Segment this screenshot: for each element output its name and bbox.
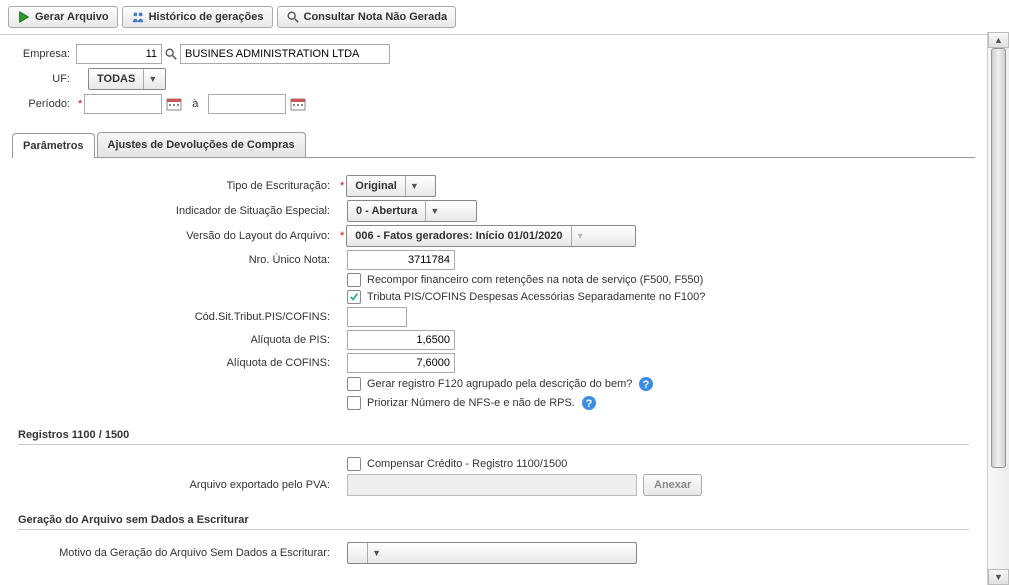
aliq-cofins-label: Alíquota de COFINS: xyxy=(18,357,338,369)
scroll-up-arrow[interactable]: ▲ xyxy=(988,32,1009,48)
search-icon xyxy=(286,10,300,24)
tributa-checkbox[interactable] xyxy=(347,290,361,304)
arquivo-pva-field xyxy=(347,474,637,496)
versao-dropdown[interactable]: 006 - Fatos geradores: Início 01/01/2020… xyxy=(346,225,636,247)
tab-parametros[interactable]: Parâmetros xyxy=(12,133,95,158)
compensar-checkbox[interactable] xyxy=(347,457,361,471)
calendar-icon[interactable] xyxy=(166,96,182,112)
uf-label: UF: xyxy=(12,73,70,85)
section-geracao-title: Geração do Arquivo sem Dados a Escritura… xyxy=(18,514,969,530)
consultar-button[interactable]: Consultar Nota Não Gerada xyxy=(277,6,457,28)
tab-ajustes[interactable]: Ajustes de Devoluções de Compras xyxy=(97,132,306,157)
content: Empresa: UF: TODAS ▼ Período: * à Parâme… xyxy=(0,32,987,585)
vertical-scrollbar[interactable]: ▲ ▼ xyxy=(987,32,1009,585)
help-icon[interactable]: ? xyxy=(638,376,654,392)
tributa-label: Tributa PIS/COFINS Despesas Acessórias S… xyxy=(367,291,705,303)
svg-text:?: ? xyxy=(643,379,650,391)
versao-value: 006 - Fatos geradores: Início 01/01/2020 xyxy=(355,230,562,242)
gerar-arquivo-label: Gerar Arquivo xyxy=(35,11,109,23)
tab-parametros-label: Parâmetros xyxy=(23,140,84,152)
empresa-code-input[interactable] xyxy=(76,44,162,64)
cod-sit-label: Cód.Sit.Tribut.PIS/COFINS: xyxy=(18,311,338,323)
help-icon[interactable]: ? xyxy=(581,395,597,411)
required-marker: * xyxy=(340,180,344,192)
tipo-escrituracao-value: Original xyxy=(355,180,397,192)
periodo-label: Período: xyxy=(12,98,70,110)
periodo-end-input[interactable] xyxy=(208,94,286,114)
arquivo-pva-label: Arquivo exportado pelo PVA: xyxy=(18,479,338,491)
aliq-pis-input[interactable] xyxy=(347,330,455,350)
chevron-down-icon: ▼ xyxy=(367,543,385,563)
periodo-sep: à xyxy=(192,98,198,110)
play-icon xyxy=(17,10,31,24)
historico-label: Histórico de gerações xyxy=(149,11,264,23)
f120-label: Gerar registro F120 agrupado pela descri… xyxy=(367,378,632,390)
scroll-thumb[interactable] xyxy=(991,48,1006,468)
chevron-down-icon: ▼ xyxy=(425,201,443,221)
tipo-escrituracao-label: Tipo de Escrituração: xyxy=(18,180,338,192)
indicador-dropdown[interactable]: 0 - Abertura ▼ xyxy=(347,200,477,222)
compensar-label: Compensar Crédito - Registro 1100/1500 xyxy=(367,458,567,470)
motivo-value xyxy=(356,547,359,559)
required-marker: * xyxy=(340,230,344,242)
nfse-label: Priorizar Número de NFS-e e não de RPS. xyxy=(367,397,575,409)
required-marker: * xyxy=(78,98,82,110)
nro-label: Nro. Único Nota: xyxy=(18,254,338,266)
cod-sit-input[interactable] xyxy=(347,307,407,327)
anexar-button[interactable]: Anexar xyxy=(643,474,702,496)
gerar-arquivo-button[interactable]: Gerar Arquivo xyxy=(8,6,118,28)
empresa-row: Empresa: xyxy=(12,44,975,64)
aliq-pis-label: Alíquota de PIS: xyxy=(18,334,338,346)
tab-body: Tipo de Escrituração: * Original ▼ Indic… xyxy=(12,158,975,573)
nro-input[interactable] xyxy=(347,250,455,270)
nfse-checkbox[interactable] xyxy=(347,396,361,410)
chevron-down-icon: ▼ xyxy=(571,226,589,246)
toolbar: Gerar Arquivo Histórico de gerações Cons… xyxy=(0,0,1009,35)
calendar-icon[interactable] xyxy=(290,96,306,112)
empresa-search-button[interactable] xyxy=(162,44,180,64)
people-icon xyxy=(131,10,145,24)
indicador-label: Indicador de Situação Especial: xyxy=(18,205,338,217)
check-icon xyxy=(349,292,359,302)
consultar-label: Consultar Nota Não Gerada xyxy=(304,11,448,23)
anexar-label: Anexar xyxy=(654,479,691,491)
f120-checkbox[interactable] xyxy=(347,377,361,391)
versao-label: Versão do Layout do Arquivo: xyxy=(18,230,338,242)
aliq-cofins-input[interactable] xyxy=(347,353,455,373)
uf-row: UF: TODAS ▼ xyxy=(12,68,975,90)
tab-ajustes-label: Ajustes de Devoluções de Compras xyxy=(108,139,295,151)
search-icon xyxy=(164,47,178,61)
motivo-dropdown[interactable]: ▼ xyxy=(347,542,637,564)
scroll-down-arrow[interactable]: ▼ xyxy=(988,569,1009,585)
motivo-label: Motivo da Geração do Arquivo Sem Dados a… xyxy=(18,547,338,559)
recompor-label: Recompor financeiro com retenções na not… xyxy=(367,274,703,286)
chevron-down-icon: ▼ xyxy=(405,176,423,196)
uf-dropdown[interactable]: TODAS ▼ xyxy=(88,68,166,90)
indicador-value: 0 - Abertura xyxy=(356,205,417,217)
tabs: Parâmetros Ajustes de Devoluções de Comp… xyxy=(12,132,975,158)
chevron-down-icon: ▼ xyxy=(143,69,161,89)
periodo-row: Período: * à xyxy=(12,94,975,114)
section-registros-title: Registros 1100 / 1500 xyxy=(18,429,969,445)
recompor-checkbox[interactable] xyxy=(347,273,361,287)
historico-button[interactable]: Histórico de gerações xyxy=(122,6,273,28)
periodo-start-input[interactable] xyxy=(84,94,162,114)
uf-value: TODAS xyxy=(97,73,135,85)
empresa-label: Empresa: xyxy=(12,48,70,60)
empresa-name-input[interactable] xyxy=(180,44,390,64)
svg-text:?: ? xyxy=(586,398,593,410)
tipo-escrituracao-dropdown[interactable]: Original ▼ xyxy=(346,175,436,197)
